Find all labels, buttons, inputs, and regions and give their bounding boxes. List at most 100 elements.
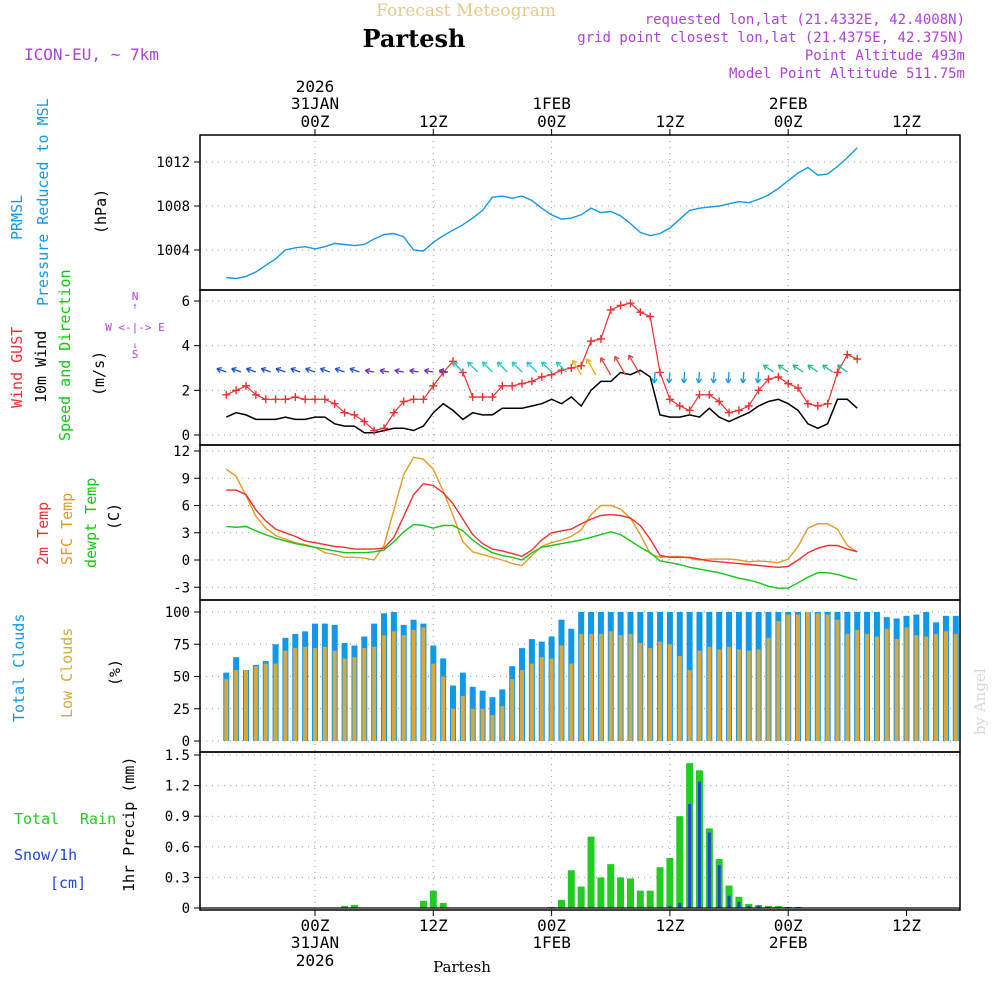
wind-arrow <box>305 367 316 373</box>
rain-bar <box>626 878 634 908</box>
low-cloud-bar <box>914 635 919 741</box>
gust-marker <box>656 368 665 377</box>
requested-coords: requested lon,lat (21.4332E, 42.4008N) <box>645 12 965 28</box>
wind-arrowhead <box>334 366 341 373</box>
location-name: Partesh <box>363 24 466 53</box>
low-cloud-bar <box>401 635 406 741</box>
low-cloud-bar <box>411 630 416 741</box>
low-cloud-bar <box>490 715 495 741</box>
gust-marker <box>843 350 852 359</box>
temp2m-label: 2m Temp <box>34 502 52 565</box>
wind-arrowhead <box>600 357 606 363</box>
wind-arrowhead <box>651 378 658 384</box>
snow-bar <box>697 781 701 908</box>
gust-marker <box>833 368 842 377</box>
wind-arrow <box>349 367 360 373</box>
wind-arrowhead <box>364 368 371 375</box>
top-axis-day: 2FEB <box>769 94 808 113</box>
low-cloud-bar <box>628 633 633 741</box>
low-cloud-bar <box>234 670 239 741</box>
gust-marker <box>803 399 812 408</box>
rain-bar <box>341 905 349 908</box>
gust-marker <box>360 417 369 426</box>
gust-marker <box>853 355 862 364</box>
bottom-axis-day: 2FEB <box>769 933 808 952</box>
wind-arrow <box>526 361 538 373</box>
gust-marker <box>330 399 339 408</box>
wind-arrowhead <box>481 361 488 368</box>
low-cloud-bar <box>451 708 456 741</box>
wind-arrow <box>807 364 819 373</box>
y-tick-label: 0 <box>182 734 190 750</box>
low-cloud-bar <box>441 676 446 741</box>
low-cloud-bar <box>391 631 396 741</box>
low-cloud-bar <box>845 633 850 741</box>
low-cloud-bar <box>500 706 505 741</box>
snow-bar <box>678 902 682 908</box>
gust-marker <box>646 312 655 321</box>
gust-marker <box>626 299 635 308</box>
pressure-unit: (hPa) <box>92 189 110 234</box>
rain-bar <box>745 903 753 908</box>
rain-bar <box>646 890 654 908</box>
low-cloud-bar <box>835 619 840 741</box>
rain-bar <box>439 902 447 908</box>
bottom-axis-hour: 12Z <box>655 916 684 935</box>
wind-arrow <box>365 369 375 373</box>
compass-icon: N ↑ W <-|-> E ↓ S <box>105 290 165 361</box>
gust-marker <box>389 408 398 417</box>
y-tick-label: 1008 <box>156 199 190 215</box>
wind-arrowhead <box>541 361 547 368</box>
sfc-temp-label: SFC Temp <box>58 493 76 565</box>
wind-arrow <box>697 371 701 384</box>
top-axis-hour: 12Z <box>419 112 448 131</box>
low-cloud-bar <box>253 666 258 741</box>
gust-marker <box>222 390 231 399</box>
low-cloud-bar <box>529 663 534 741</box>
wind-arrow <box>334 367 345 373</box>
wind-unit: (m/s) <box>90 351 108 396</box>
low-cloud-bar <box>224 679 229 741</box>
gust-marker <box>370 426 379 435</box>
gust-marker <box>547 370 556 379</box>
wind-speed-line <box>225 369 858 434</box>
y-tick-label: 6 <box>182 294 190 310</box>
snow-bar <box>727 895 731 908</box>
snow-bar <box>747 905 751 908</box>
gust-marker <box>458 368 467 377</box>
gust-marker <box>636 308 645 317</box>
low-cloud-bar <box>589 633 594 741</box>
gust-marker <box>587 337 596 346</box>
gust-marker <box>271 395 280 404</box>
gust-marker <box>675 401 684 410</box>
gust-marker <box>498 381 507 390</box>
wind-arrow <box>763 364 774 373</box>
point-altitude: Point Altitude 493m <box>805 48 965 64</box>
gust-marker <box>419 395 428 404</box>
rain-bar <box>636 890 644 908</box>
precip-bars <box>200 763 960 909</box>
total-label: Total <box>14 810 59 828</box>
wind-arrowhead <box>409 368 415 375</box>
low-cloud-bar <box>559 645 564 741</box>
y-tick-label: 1004 <box>156 243 190 259</box>
bottom-axis-hour: 00Z <box>537 916 566 935</box>
wind-arrow <box>290 367 301 373</box>
low-clouds-label: Low Clouds <box>58 628 76 718</box>
wind-arrowhead <box>555 361 562 368</box>
snow-label: Snow/1h <box>14 846 77 864</box>
low-cloud-bar <box>953 633 958 741</box>
wind-arrow <box>837 364 848 373</box>
wind-arrowhead <box>305 366 311 373</box>
low-cloud-bar <box>825 614 830 741</box>
top-axis-day: 31JAN <box>291 94 339 113</box>
y-tick-label: 9 <box>182 471 190 487</box>
gust-marker <box>488 393 497 402</box>
wind-arrow <box>586 358 597 376</box>
gust-marker <box>754 386 763 395</box>
wind-arrow <box>683 371 686 384</box>
low-cloud-bar <box>805 612 810 741</box>
rain-bar <box>666 858 674 908</box>
low-cloud-bar <box>382 635 387 741</box>
